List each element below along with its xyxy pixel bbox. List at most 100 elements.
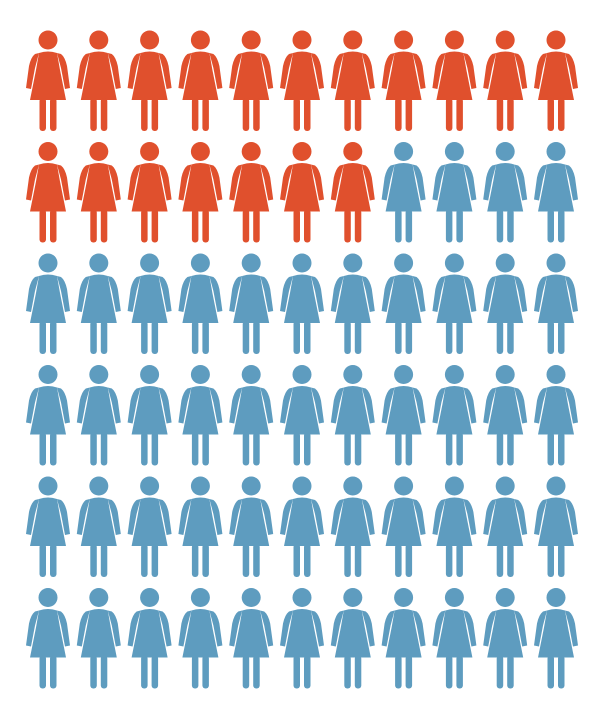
left-arm (26, 499, 39, 535)
head (546, 365, 566, 384)
left-arm (127, 499, 141, 535)
dress (334, 609, 371, 658)
right-leg (558, 209, 565, 243)
head (38, 30, 58, 50)
left-arm (330, 164, 344, 201)
dress (80, 51, 117, 100)
person-icon (229, 253, 274, 354)
right-arm (514, 610, 528, 647)
left-arm (483, 164, 497, 201)
right-arm (209, 499, 223, 535)
right-leg (100, 209, 108, 243)
dress (30, 609, 66, 658)
head (444, 253, 464, 273)
right-leg (253, 98, 260, 131)
right-leg (354, 432, 362, 466)
right-arm (57, 53, 70, 89)
dress (436, 51, 473, 100)
dress (233, 51, 270, 100)
right-arm (412, 276, 426, 312)
person-icon (229, 365, 274, 466)
right-leg (354, 98, 362, 131)
right-arm (412, 53, 426, 89)
right-leg (253, 655, 260, 689)
person-icon (178, 253, 223, 354)
head (190, 142, 210, 161)
left-leg (242, 321, 250, 354)
left-leg (496, 209, 504, 243)
right-leg (456, 544, 463, 577)
right-arm (158, 610, 172, 647)
left-arm (280, 499, 293, 535)
head (495, 253, 515, 273)
head (343, 253, 363, 273)
person-icon (26, 30, 70, 131)
right-leg (405, 209, 413, 243)
head (546, 253, 566, 273)
person-icon (483, 30, 528, 131)
left-arm (280, 610, 293, 647)
right-arm (463, 610, 477, 647)
right-arm (463, 53, 477, 89)
dress (284, 51, 320, 100)
dress (284, 163, 320, 212)
left-leg (141, 544, 148, 577)
person-icon (432, 476, 477, 577)
dress (131, 386, 168, 435)
right-leg (507, 321, 514, 354)
right-arm (209, 387, 223, 424)
dress (30, 51, 66, 100)
person-icon (534, 588, 578, 689)
right-arm (514, 164, 528, 201)
dress (487, 274, 524, 323)
left-arm (127, 276, 141, 312)
left-leg (191, 321, 199, 354)
left-arm (229, 164, 243, 201)
left-arm (178, 53, 192, 89)
head (89, 365, 109, 384)
person-icon (534, 142, 578, 243)
right-arm (514, 276, 528, 312)
person-icon (483, 142, 528, 243)
head (495, 365, 515, 384)
right-leg (304, 655, 311, 689)
left-arm (280, 387, 293, 424)
left-arm (229, 276, 243, 312)
dress (385, 274, 422, 323)
right-leg (354, 655, 362, 689)
left-arm (229, 387, 243, 424)
head (444, 476, 464, 496)
right-leg (50, 655, 57, 689)
left-arm (76, 164, 90, 201)
right-leg (507, 209, 514, 243)
left-leg (191, 655, 199, 689)
right-leg (456, 321, 463, 354)
right-leg (253, 432, 260, 466)
right-leg (151, 321, 159, 354)
left-leg (547, 209, 554, 243)
person-icon (26, 142, 70, 243)
dress (233, 609, 270, 658)
right-arm (463, 499, 477, 535)
left-leg (445, 98, 453, 131)
dress (538, 609, 574, 658)
head (444, 588, 464, 607)
right-leg (558, 432, 565, 466)
left-leg (141, 655, 148, 689)
left-leg (90, 321, 97, 354)
person-icon (432, 30, 477, 131)
head (546, 142, 566, 161)
head (241, 476, 261, 496)
person-icon (330, 142, 375, 243)
person-icon (432, 253, 477, 354)
right-arm (158, 164, 172, 201)
left-leg (90, 544, 97, 577)
right-leg (151, 209, 159, 243)
head (292, 253, 312, 273)
left-arm (229, 53, 243, 89)
left-arm (330, 387, 344, 424)
dress (538, 163, 574, 212)
right-leg (405, 655, 413, 689)
left-leg (39, 655, 46, 689)
right-arm (260, 610, 274, 647)
